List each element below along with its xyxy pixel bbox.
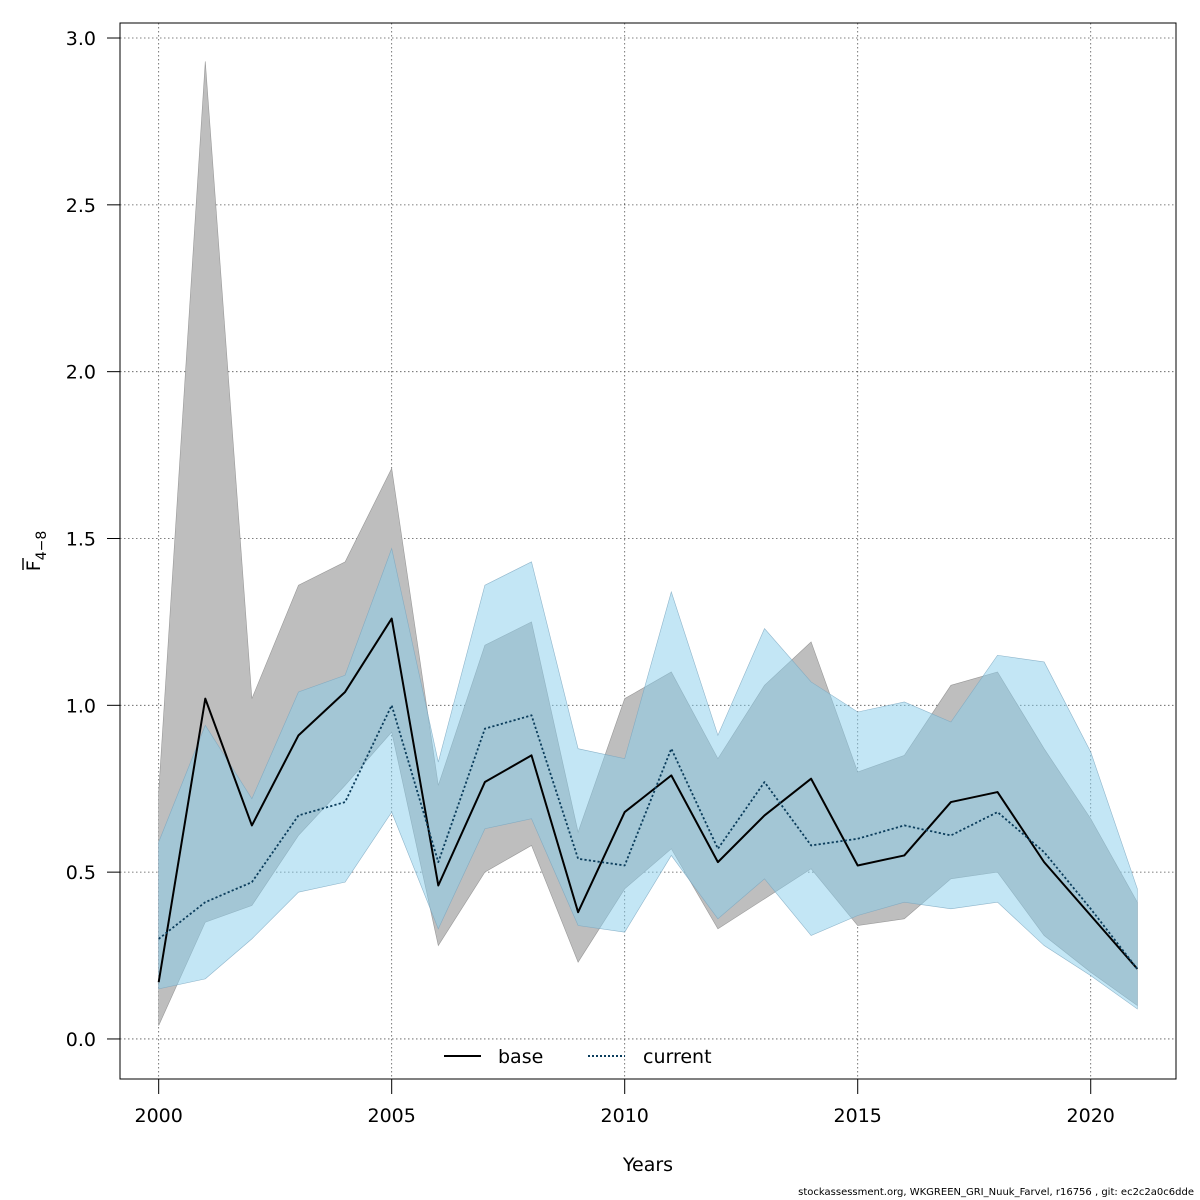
y-tick-label-2.0: 2.0: [66, 362, 96, 384]
y-axis-title: F4−8: [22, 531, 50, 571]
x-tick-label-2015: 2015: [834, 1105, 882, 1127]
y-tick-label-2.5: 2.5: [66, 195, 96, 217]
y-axis: 0.0 0.5 1.0 1.5 2.0 2.5 3.0: [66, 28, 121, 1051]
y-axis-title-main: F: [23, 560, 45, 571]
legend-label-base: base: [498, 1046, 543, 1068]
footer-credit: stockassessment.org, WKGREEN_GRI_Nuuk_Fa…: [798, 1187, 1194, 1198]
confidence-bands: [158, 61, 1138, 1026]
grid: [120, 23, 1176, 1079]
line-base: [157, 617, 1139, 983]
svg-text:F4−8: F4−8: [23, 531, 50, 571]
x-tick-label-2010: 2010: [601, 1105, 649, 1127]
y-axis-title-subscript: 4−8: [34, 531, 50, 561]
y-tick-label-3.0: 3.0: [66, 28, 96, 50]
x-tick-label-2000: 2000: [134, 1105, 182, 1127]
x-tick-label-2005: 2005: [368, 1105, 416, 1127]
series-lines: [157, 617, 1139, 983]
x-tick-label-2020: 2020: [1067, 1105, 1115, 1127]
x-axis: 2000 2005 2010 2015 2020: [134, 1078, 1115, 1127]
y-tick-label-1.5: 1.5: [66, 528, 96, 550]
x-axis-title: Years: [622, 1154, 673, 1176]
y-tick-label-1.0: 1.0: [66, 695, 96, 717]
y-tick-label-0.0: 0.0: [66, 1029, 96, 1051]
legend: base current: [444, 1046, 712, 1068]
legend-label-current: current: [643, 1046, 712, 1068]
band-current: [158, 547, 1138, 1010]
line-current: [158, 704, 1139, 970]
y-tick-label-0.5: 0.5: [66, 862, 96, 884]
